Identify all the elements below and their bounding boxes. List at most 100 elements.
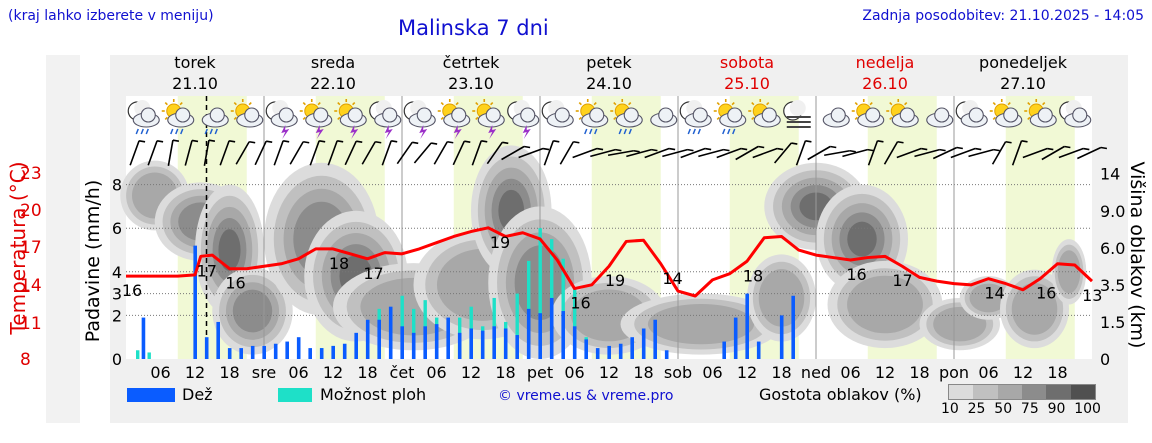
temperature-axis-panel [46, 55, 80, 423]
density-tick: 10 [941, 401, 959, 417]
rain-bar [549, 297, 554, 359]
lightning-bolt [453, 125, 462, 139]
cloud-puff [520, 107, 536, 123]
cloud-puff [934, 107, 950, 123]
cloud-puff [209, 107, 225, 123]
wind-shaft [752, 147, 778, 159]
cloud-density-scale [948, 384, 1096, 400]
last-updated-text: Zadnja posodobitev: 21.10.2025 - 14:05 [862, 8, 1144, 24]
temp-tick: 11 [20, 314, 42, 334]
wind-feather [830, 145, 837, 149]
rain-bar [377, 319, 381, 359]
x-tick-label: 06 [426, 363, 446, 382]
wind-barb [824, 149, 856, 157]
wind-shaft [147, 140, 158, 166]
sun-ray [490, 101, 494, 106]
rain-bar [331, 345, 335, 359]
sun-ray [854, 101, 858, 106]
sun-ray [440, 116, 444, 121]
rain-bar [733, 317, 738, 359]
moon-fog-icon [783, 100, 811, 128]
day-date: 27.10 [1000, 74, 1046, 93]
cloud-height-tick-label: 6.0 [1100, 239, 1125, 258]
rain-bar [423, 326, 427, 359]
moon-cloud-rain-icon [127, 100, 160, 135]
wind-barb [867, 139, 884, 166]
rain-drop [209, 128, 213, 135]
sun-ray [1007, 101, 1011, 106]
cloud-puff [1037, 107, 1053, 123]
wind-shaft [361, 141, 376, 165]
rain-bar [630, 337, 634, 359]
cloud-height-tick-label: 9.0 [1100, 202, 1125, 221]
x-tick-label: 06 [564, 363, 584, 382]
wind-shaft [914, 148, 940, 158]
rain-bar [204, 337, 209, 359]
rain-bar [296, 337, 301, 359]
temperature-label: 17 [197, 261, 217, 280]
sun-ray [302, 116, 306, 121]
wind-shaft [716, 147, 742, 159]
wind-feather [266, 140, 273, 144]
wind-feather [542, 147, 550, 151]
rain-drop [697, 128, 701, 135]
cloud-puff [382, 107, 398, 123]
sun-cloud-icon [851, 99, 885, 128]
temperature-label: 19 [605, 271, 625, 290]
rain-bar [262, 345, 266, 359]
wind-barb [1058, 147, 1090, 159]
wind-feather [849, 149, 856, 153]
wind-barb [235, 140, 256, 165]
region-menu-note[interactable]: (kraj lahko izberete v meniju) [8, 8, 214, 24]
moon-cloud-rain-icon [679, 100, 712, 135]
rain-bar [400, 326, 404, 359]
cloud-puff [416, 107, 432, 123]
wind-shaft [219, 140, 230, 166]
rain-drop [618, 128, 622, 135]
temperature-label: 13 [1082, 286, 1102, 305]
wind-barb [1022, 147, 1054, 159]
day-name: četrtek [443, 53, 501, 72]
wind-shaft [433, 141, 448, 165]
lightning-bolt [522, 125, 531, 139]
wind-barb [1041, 145, 1071, 161]
cloud-puff [1072, 107, 1088, 123]
wind-shaft [590, 148, 616, 158]
wind-feather [921, 147, 928, 151]
rain-drop [623, 128, 627, 135]
wind-barb [543, 139, 560, 166]
wind-barb [254, 140, 273, 166]
wind-feather [319, 139, 326, 143]
rain-bar [664, 350, 669, 359]
rain-bar [791, 295, 795, 359]
day-name: nedelja [856, 53, 915, 72]
rain-bar [745, 293, 749, 359]
sun-ray [992, 101, 996, 106]
wind-feather [523, 145, 531, 149]
wind-shaft [773, 142, 792, 164]
wind-feather [228, 139, 236, 143]
rain-bar [411, 332, 416, 359]
density-swatch [997, 385, 1022, 399]
wind-barb [219, 139, 236, 166]
wind-barb [486, 141, 509, 165]
rain-bar [365, 319, 370, 359]
sun-ray [352, 101, 356, 106]
wind-barb [147, 139, 164, 166]
sun-cloud-rain-icon [161, 99, 195, 135]
sun-ray [475, 116, 479, 121]
rain-bar [354, 332, 358, 359]
rain-bar [285, 341, 289, 359]
sun-cloud-rain-icon [610, 99, 643, 135]
wind-barb [735, 145, 765, 161]
showers-bar [515, 293, 519, 359]
wind-feather [1047, 147, 1054, 151]
rain-bar [273, 343, 278, 359]
temp-tick: 14 [20, 276, 42, 296]
credit-link[interactable]: © vreme.us & vreme.pro [498, 388, 674, 404]
wind-shaft [644, 147, 670, 159]
moon-cloud-icon [1059, 100, 1092, 128]
lightning-bolt [488, 125, 497, 139]
rain-bar [480, 330, 485, 359]
